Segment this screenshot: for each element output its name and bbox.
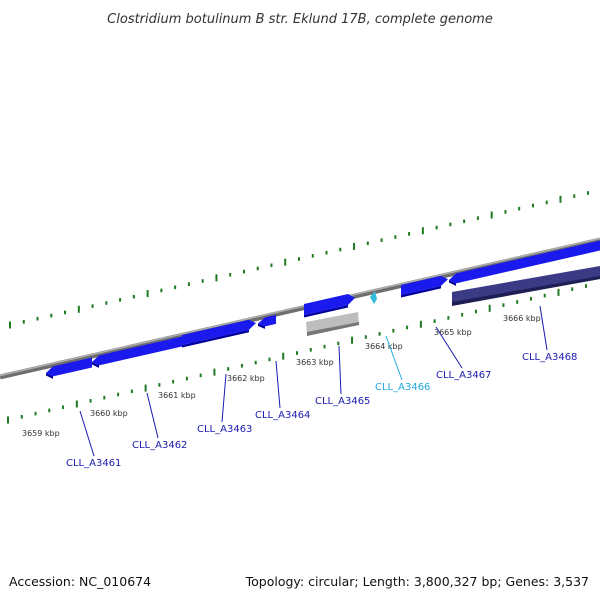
feature-band-purple	[452, 266, 600, 306]
kbp-label: 3665 kbp	[434, 328, 472, 337]
gene-label-CLL_A3464[interactable]: CLL_A3464	[255, 410, 310, 421]
gene-feature-grey[interactable]	[306, 312, 359, 336]
gene-feature-CLL_A3465[interactable]	[304, 293, 355, 318]
gene-label-CLL_A3467[interactable]: CLL_A3467	[436, 370, 491, 381]
kbp-label: 3663 kbp	[296, 358, 334, 367]
leader-line	[221, 373, 227, 423]
genome-backbone	[0, 237, 600, 380]
kbp-label: 3659 kbp	[22, 429, 60, 438]
gene-feature-CLL_A3464[interactable]	[258, 314, 276, 329]
gene-feature-CLL_A3463[interactable]	[182, 319, 256, 348]
kbp-labels: 3659 kbp 3660 kbp 3661 kbp 3662 kbp 3663 kbp…	[22, 314, 541, 438]
outer-tick-track	[9, 191, 589, 329]
gene-features	[46, 240, 600, 379]
gene-label-CLL_A3461[interactable]: CLL_A3461	[66, 458, 121, 469]
accession-text: Accession: NC_010674	[9, 574, 152, 589]
kbp-label: 3660 kbp	[90, 409, 128, 418]
leader-line	[338, 345, 342, 395]
gene-label-CLL_A3465[interactable]: CLL_A3465	[315, 396, 370, 407]
gene-label-CLL_A3466[interactable]: CLL_A3466	[375, 382, 430, 393]
kbp-label: 3664 kbp	[365, 342, 403, 351]
gene-feature-CLL_A3466[interactable]	[370, 291, 377, 304]
inner-tick-track	[7, 284, 587, 424]
gene-label-CLL_A3463[interactable]: CLL_A3463	[197, 424, 252, 435]
leader-line	[275, 360, 281, 409]
gene-label-CLL_A3468[interactable]: CLL_A3468	[522, 352, 577, 363]
gene-feature-CLL_A3461[interactable]	[46, 357, 92, 379]
leader-line	[435, 326, 463, 369]
leader-line	[79, 410, 95, 457]
gene-label-CLL_A3462[interactable]: CLL_A3462	[132, 440, 187, 451]
tick-marks	[7, 191, 589, 424]
genome-summary-text: Topology: circular; Length: 3,800,327 bp…	[245, 574, 589, 589]
kbp-label: 3662 kbp	[227, 374, 265, 383]
gene-feature-CLL_A3467[interactable]	[401, 275, 448, 298]
leader-line	[539, 305, 548, 351]
leader-line	[385, 335, 403, 381]
gene-feature-CLL_A3468[interactable]	[449, 240, 600, 286]
gene-feature-CLL_A3462[interactable]	[92, 336, 182, 368]
kbp-label: 3666 kbp	[503, 314, 541, 323]
map-title: Clostridium botulinum B str. Eklund 17B,…	[107, 12, 493, 27]
kbp-label: 3661 kbp	[158, 391, 196, 400]
leader-line	[146, 392, 159, 439]
